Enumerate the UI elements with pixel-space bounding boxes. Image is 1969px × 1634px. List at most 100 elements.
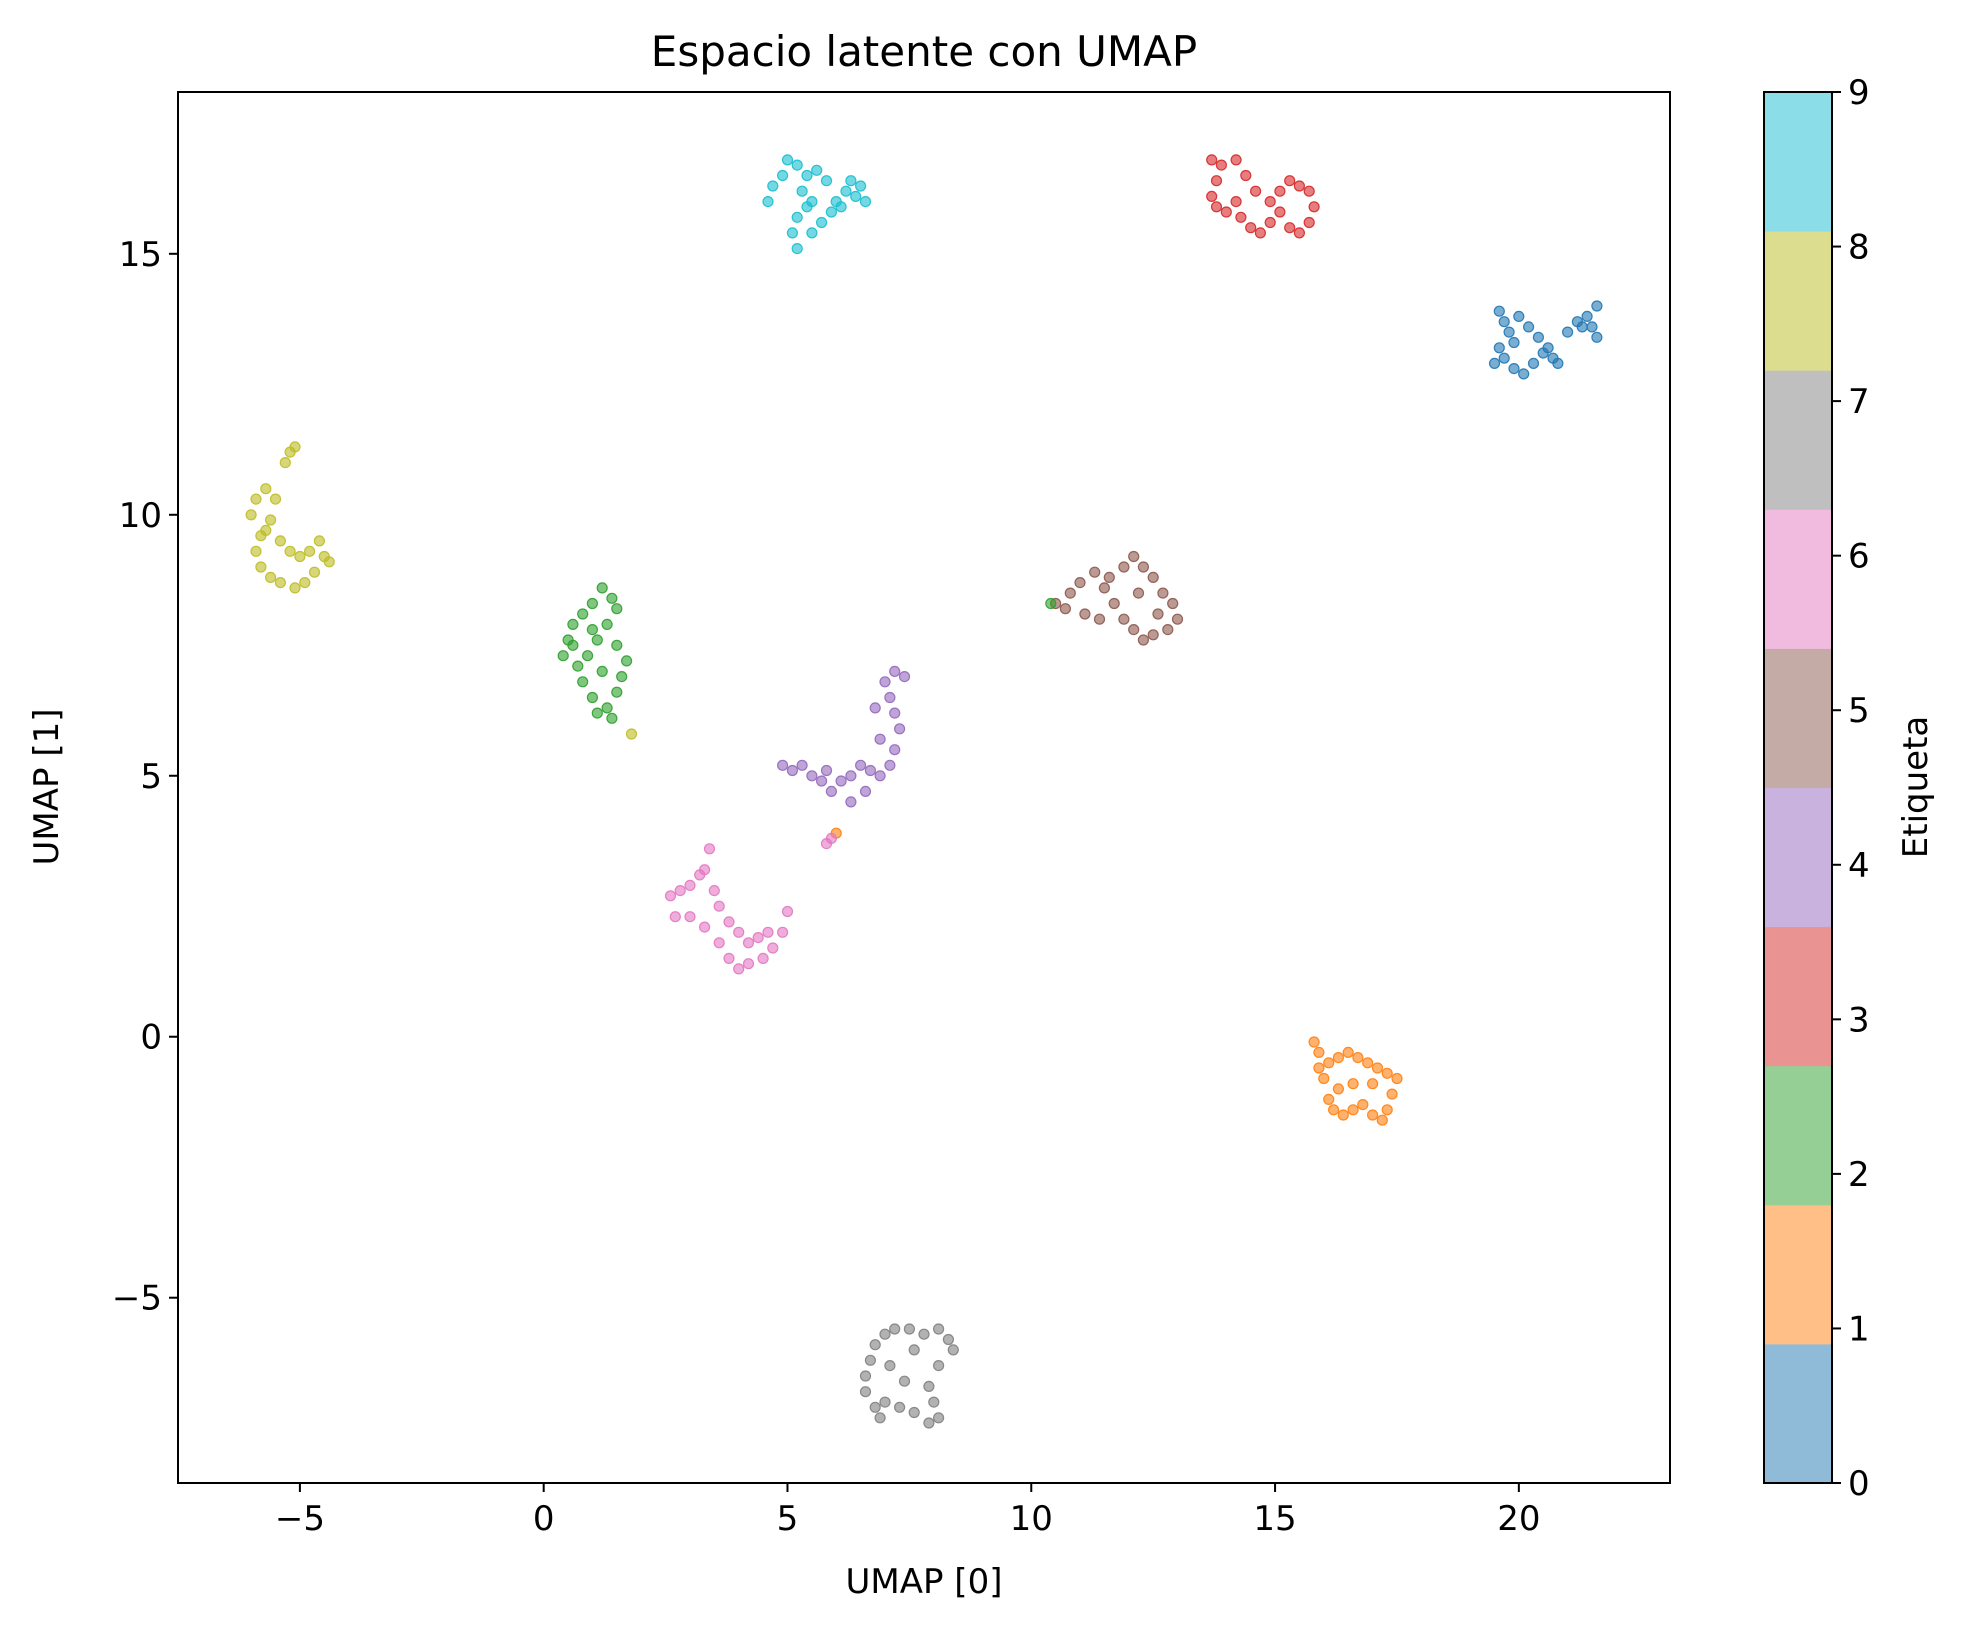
data-point-label-7 [898,1375,911,1387]
data-point-label-4 [820,764,833,777]
data-point-label-3 [1215,159,1228,171]
data-point-label-6 [698,864,711,876]
data-point-label-2 [601,702,613,714]
data-point-label-3 [1264,196,1276,208]
data-point-label-5 [1157,587,1169,599]
data-point-label-3 [1293,180,1306,192]
data-point-label-6 [664,890,677,902]
data-point-label-2 [577,676,589,688]
data-point-label-0 [1527,357,1540,369]
data-point-label-6 [708,884,720,897]
colorbar-tick-label: 0 [1848,1464,1870,1504]
x-tick-label: 0 [533,1499,555,1539]
data-point-label-6 [733,963,745,975]
data-point-label-2 [591,707,603,719]
data-point-label-3 [1284,222,1296,234]
data-point-label-1 [1352,1051,1364,1064]
data-point-label-9 [850,190,862,202]
data-point-label-7 [869,1339,881,1351]
data-point-label-9 [815,216,828,229]
data-point-label-1 [1376,1114,1388,1126]
x-tick-label: 20 [1497,1499,1540,1539]
data-point-label-4 [806,770,818,782]
data-point-label-1 [1347,1078,1359,1090]
data-point-label-5 [1147,629,1159,641]
data-point-label-2 [567,639,579,651]
data-point-label-0 [1532,331,1545,343]
data-point-label-8 [260,524,272,537]
data-point-label-5 [1147,571,1159,584]
data-point-label-1 [1366,1109,1379,1121]
data-point-label-2 [606,712,618,724]
data-point-label-2 [611,603,623,615]
data-point-label-7 [859,1386,872,1398]
data-point-label-9 [776,169,789,182]
data-point-label-9 [806,227,818,239]
y-tick-label: 15 [119,235,162,275]
data-point-label-4 [796,759,808,771]
data-point-label-6 [723,952,735,965]
data-point-label-5 [1098,582,1111,594]
colorbar-tick-label: 5 [1848,691,1870,731]
data-point-label-2 [591,634,603,646]
colorbar-band-7 [1764,370,1832,510]
data-point-label-5 [1167,597,1179,610]
data-point-label-5 [1064,587,1076,599]
colorbar-tick-label: 7 [1848,382,1870,422]
data-point-label-6 [757,952,769,965]
chart-title: Espacio latente con UMAP [651,27,1197,76]
data-point-label-8 [625,728,638,740]
data-point-label-7 [928,1396,940,1408]
data-point-label-7 [947,1344,959,1356]
data-point-label-9 [854,180,867,192]
x-tick-label: 10 [1010,1499,1053,1539]
data-point-label-1 [1323,1093,1335,1106]
data-point-label-4 [889,665,901,678]
data-point-label-3 [1210,175,1223,187]
data-point-label-4 [874,733,886,745]
data-point-label-6 [713,900,725,912]
data-point-label-8 [284,545,296,557]
data-point-label-5 [1162,623,1174,636]
y-axis: −5 0 5 10 15 [112,235,178,1319]
y-tick-label: 10 [119,496,162,536]
data-point-label-5 [1079,608,1091,620]
data-point-label-3 [1254,227,1267,239]
data-point-label-2 [606,592,618,604]
data-point-label-2 [572,660,584,672]
data-point-label-7 [932,1323,945,1335]
data-point-label-7 [903,1323,916,1335]
data-point-label-1 [1318,1072,1330,1085]
data-point-label-0 [1508,336,1520,349]
data-point-label-5 [1059,603,1072,615]
data-point-label-9 [811,164,823,176]
data-point-label-4 [845,796,857,808]
data-point-label-2 [616,670,628,683]
x-tick-label: −5 [275,1499,325,1539]
colorbar-tick-label: 4 [1848,846,1870,886]
y-tick-label: 5 [140,757,162,797]
data-point-label-8 [299,576,311,589]
y-axis-title: UMAP [1] [27,709,67,866]
data-point-label-5 [1128,623,1140,636]
data-point-label-3 [1303,185,1315,197]
colorbar-band-6 [1764,509,1832,649]
data-point-label-1 [1391,1072,1403,1085]
data-point-label-6 [733,926,745,938]
data-point-label-9 [786,227,799,239]
x-axis-title: UMAP [0] [846,1562,1003,1602]
data-point-label-0 [1591,300,1603,312]
data-point-label-1 [1308,1036,1320,1048]
data-point-label-2 [611,639,623,651]
data-point-label-4 [879,676,891,688]
data-point-label-6 [684,879,696,892]
data-point-label-8 [265,514,277,526]
data-point-label-2 [586,597,599,610]
colorbar-band-9 [1764,92,1832,232]
data-point-label-7 [942,1333,955,1346]
data-point-label-0 [1493,342,1505,354]
data-point-label-0 [1522,321,1535,333]
y-tick-label: −5 [112,1279,162,1319]
data-point-label-8 [274,535,286,547]
data-point-label-1 [1327,1104,1340,1116]
